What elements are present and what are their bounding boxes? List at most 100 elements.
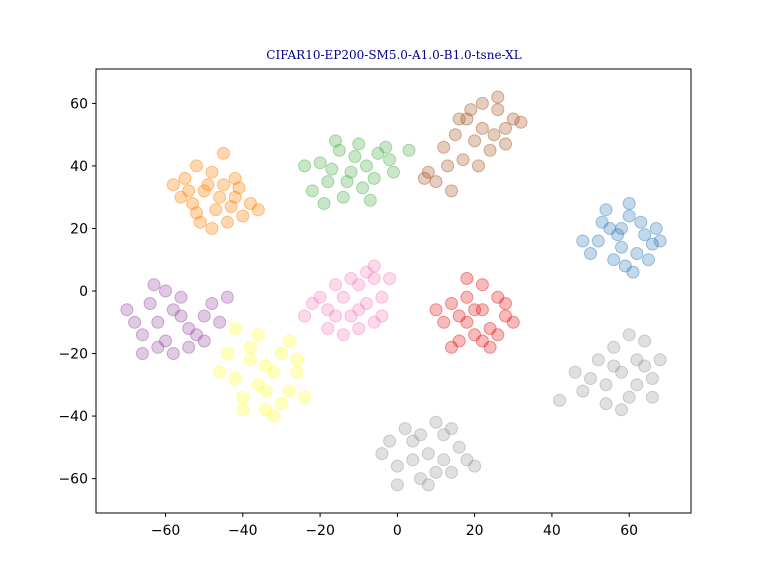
data-point xyxy=(143,297,157,310)
data-point xyxy=(379,140,393,154)
data-point xyxy=(622,390,636,404)
data-point xyxy=(437,315,451,329)
data-point xyxy=(491,290,505,304)
data-point xyxy=(653,234,667,248)
data-point xyxy=(406,453,420,467)
data-point xyxy=(649,222,663,235)
data-point xyxy=(352,278,366,292)
data-point xyxy=(282,384,296,398)
data-point xyxy=(417,171,431,185)
series-9 xyxy=(553,328,667,417)
data-point xyxy=(367,315,381,329)
data-point xyxy=(228,190,242,204)
data-point xyxy=(475,278,489,292)
data-point xyxy=(371,146,385,160)
data-point xyxy=(178,171,192,185)
data-point xyxy=(499,309,512,323)
x-tick-label: 60 xyxy=(620,523,638,539)
data-point xyxy=(615,240,628,254)
series-8 xyxy=(375,415,482,492)
data-point xyxy=(348,150,362,163)
data-point xyxy=(367,259,381,273)
data-point xyxy=(638,228,652,242)
series-6 xyxy=(120,278,234,360)
data-point xyxy=(460,315,474,329)
data-point xyxy=(414,428,427,442)
data-point xyxy=(441,159,455,173)
data-point xyxy=(317,197,331,210)
data-point xyxy=(491,328,505,342)
data-point xyxy=(174,290,188,304)
data-point xyxy=(151,340,165,354)
data-point xyxy=(259,384,273,398)
data-point xyxy=(305,184,319,198)
data-point xyxy=(182,184,196,198)
data-point xyxy=(193,215,207,229)
data-point xyxy=(414,472,427,486)
data-point xyxy=(147,278,161,292)
data-point xyxy=(174,309,188,323)
y-tick-label: −20 xyxy=(58,347,88,363)
data-point xyxy=(615,403,628,417)
data-point xyxy=(445,465,458,479)
data-points xyxy=(120,90,667,492)
series-2 xyxy=(417,90,528,198)
data-point xyxy=(356,181,370,195)
data-point xyxy=(383,434,397,448)
data-point xyxy=(201,178,215,192)
data-point xyxy=(251,203,265,217)
data-point xyxy=(298,390,312,404)
data-point xyxy=(421,478,435,492)
data-point xyxy=(375,309,389,323)
data-point xyxy=(383,153,397,167)
x-axis: −60 −40 −20 0 20 40 60 xyxy=(151,513,638,539)
data-point xyxy=(460,453,474,467)
data-point xyxy=(182,322,196,335)
data-point xyxy=(483,143,497,157)
data-point xyxy=(313,290,327,304)
data-point xyxy=(622,209,636,223)
data-point xyxy=(174,190,188,204)
data-point xyxy=(460,290,474,304)
series-1 xyxy=(298,134,416,210)
data-point xyxy=(182,340,196,354)
data-point xyxy=(475,121,489,135)
data-point xyxy=(217,146,230,160)
data-point xyxy=(259,359,273,373)
data-point xyxy=(468,134,482,148)
data-point xyxy=(599,203,613,217)
data-point xyxy=(344,309,358,323)
data-point xyxy=(236,403,250,417)
data-point xyxy=(360,297,373,310)
series-4 xyxy=(298,259,397,342)
data-point xyxy=(607,340,621,354)
data-point xyxy=(506,112,520,126)
data-point xyxy=(452,309,466,323)
data-point xyxy=(472,159,485,173)
chart-title: CIFAR10-EP200-SM5.0-A1.0-B1.0-tsne-XL xyxy=(266,48,521,62)
data-point xyxy=(329,309,342,323)
data-point xyxy=(321,303,335,317)
data-point xyxy=(329,278,342,292)
data-point xyxy=(220,290,234,304)
data-point xyxy=(344,165,358,179)
data-point xyxy=(464,103,478,117)
data-point xyxy=(421,165,435,179)
data-point xyxy=(445,184,458,198)
data-point xyxy=(166,303,180,317)
data-point xyxy=(205,297,219,310)
data-point xyxy=(642,253,655,267)
data-point xyxy=(615,365,628,379)
data-point xyxy=(236,209,250,223)
series-7 xyxy=(213,322,312,423)
data-point xyxy=(591,234,605,248)
data-point xyxy=(499,297,512,310)
data-point xyxy=(159,284,172,298)
data-point xyxy=(611,228,625,242)
data-point xyxy=(166,178,180,192)
data-point xyxy=(197,309,211,323)
data-point xyxy=(445,340,458,354)
data-point xyxy=(398,422,412,436)
data-point xyxy=(445,297,458,310)
